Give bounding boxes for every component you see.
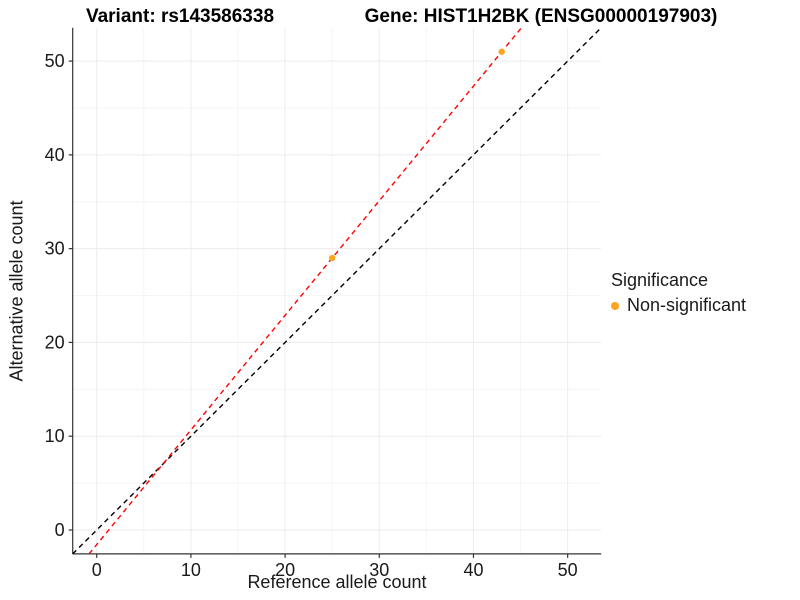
point-swatch-icon (611, 301, 619, 310)
x-tick-label: 50 (558, 560, 578, 580)
y-tick-label: 10 (45, 426, 65, 446)
legend: Significance Non-significant (611, 270, 746, 316)
x-axis-title: Reference allele count (247, 572, 427, 592)
data-point[interactable] (328, 254, 336, 262)
variant-title: Variant: rs143586338 (85, 6, 275, 27)
x-tick-label: 20 (275, 560, 295, 580)
legend-title: Significance (611, 270, 709, 290)
x-tick-label: 0 (92, 560, 102, 580)
legend-item[interactable]: Non-significant (611, 295, 746, 316)
identity-line (72, 27, 602, 555)
gene-title: Gene: HIST1H2BK (ENSG00000197903) (364, 6, 718, 27)
x-tick-label: 10 (181, 560, 201, 580)
legend-item-label: Non-significant (627, 295, 747, 315)
y-axis-title: Alternative allele count (6, 200, 27, 382)
data-point[interactable] (498, 48, 505, 55)
trend-line (88, 27, 522, 555)
x-tick-label: 30 (369, 560, 389, 580)
y-tick-label: 40 (45, 145, 65, 165)
y-tick-label: 20 (45, 332, 65, 352)
y-tick-label: 50 (45, 51, 65, 71)
y-tick-label: 0 (55, 520, 65, 540)
y-tick-label: 30 (45, 239, 65, 259)
x-tick-label: 40 (463, 560, 483, 580)
